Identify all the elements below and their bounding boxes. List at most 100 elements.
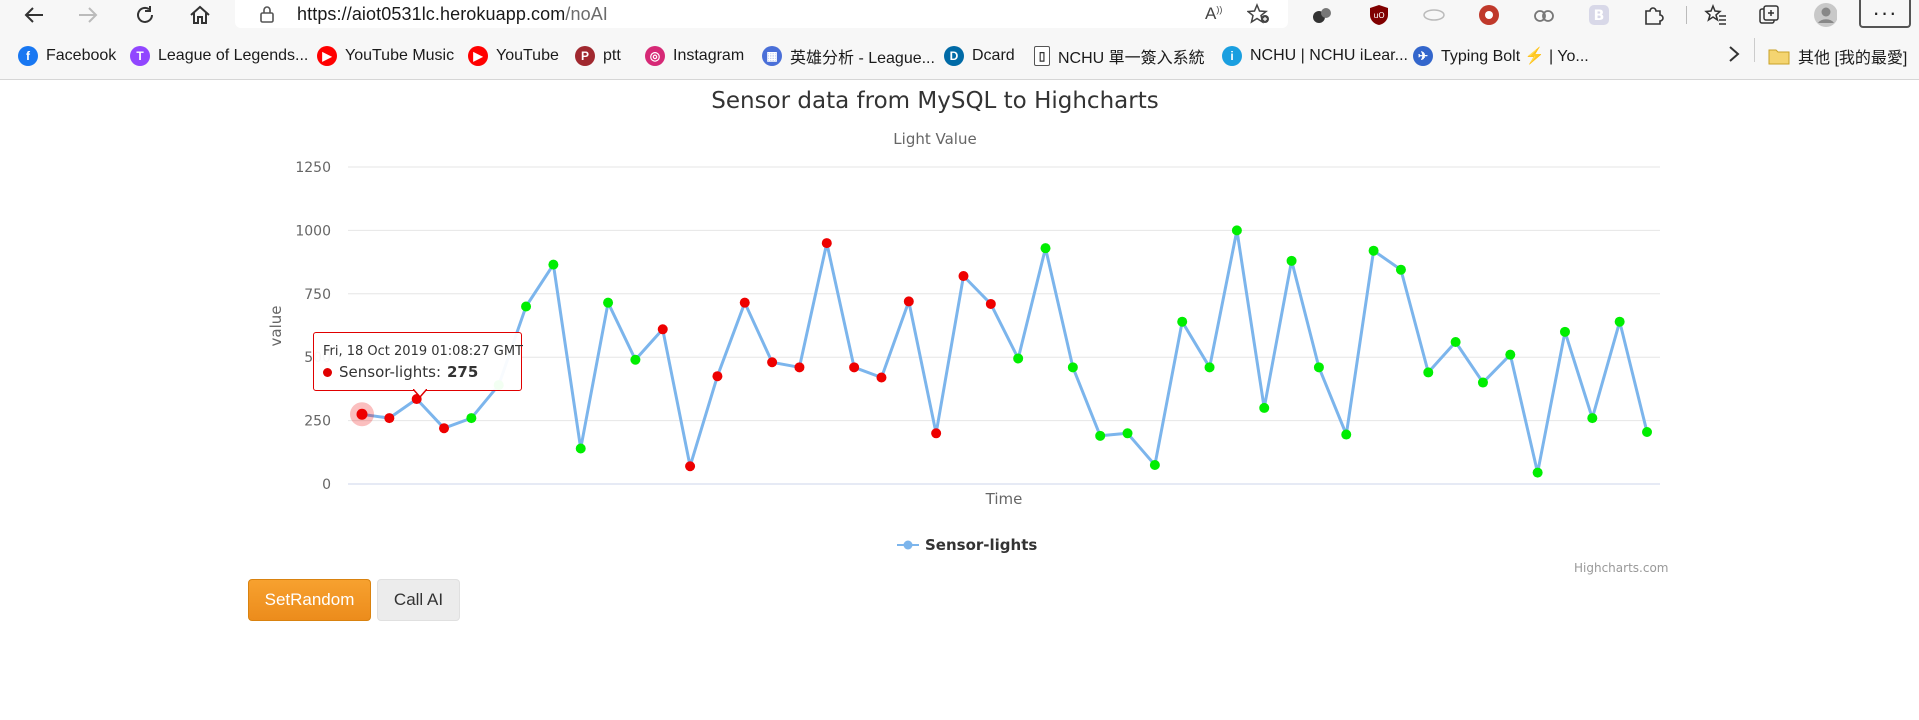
data-point[interactable] xyxy=(958,271,969,282)
data-point[interactable] xyxy=(903,296,914,307)
favorites-icon[interactable] xyxy=(1704,3,1728,27)
data-point[interactable] xyxy=(1642,427,1652,438)
data-point[interactable] xyxy=(1122,428,1133,439)
data-point[interactable] xyxy=(356,408,368,420)
bookmark-label: Facebook xyxy=(46,47,117,64)
tooltip-row: Sensor-lights: 275 xyxy=(323,363,478,381)
data-point[interactable] xyxy=(384,413,395,424)
set-random-button[interactable]: SetRandom xyxy=(248,579,371,621)
data-point[interactable] xyxy=(1532,467,1543,478)
extension-icon[interactable]: B xyxy=(1587,3,1611,27)
bookmark-item[interactable]: ▦ 英雄分析 - League... xyxy=(762,45,935,67)
url-text[interactable]: https://aiot0531lc.herokuapp.com/noAI xyxy=(297,4,608,25)
y-tick-label: 250 xyxy=(304,414,331,430)
data-point[interactable] xyxy=(767,357,778,368)
bookmark-item[interactable]: ◎ Instagram xyxy=(645,45,744,67)
data-point[interactable] xyxy=(985,298,996,309)
data-point[interactable] xyxy=(1614,316,1625,327)
bookmark-item[interactable]: f Facebook xyxy=(18,45,116,67)
data-point[interactable] xyxy=(1395,264,1406,275)
data-point[interactable] xyxy=(821,238,832,249)
bookmark-label: YouTube Music xyxy=(345,47,455,64)
bookmark-other-favorites[interactable]: 其他 [我的最愛] xyxy=(1768,45,1907,67)
chevron-right-icon[interactable] xyxy=(1727,44,1741,69)
data-point[interactable] xyxy=(466,413,477,424)
data-point[interactable] xyxy=(1341,429,1352,440)
svg-text:B: B xyxy=(1594,8,1605,24)
data-point[interactable] xyxy=(1040,243,1051,254)
data-point[interactable] xyxy=(1286,255,1297,266)
data-points xyxy=(350,225,1652,478)
series-line[interactable] xyxy=(361,228,1649,475)
ublock-icon[interactable]: uO xyxy=(1367,3,1391,27)
data-point[interactable] xyxy=(575,443,586,454)
call-ai-button[interactable]: Call AI xyxy=(377,579,460,621)
collections-icon[interactable] xyxy=(1758,3,1782,27)
bookmark-item[interactable]: ▶ YouTube xyxy=(468,45,559,67)
data-point[interactable] xyxy=(876,372,887,383)
extension-icon[interactable] xyxy=(1532,3,1556,27)
svg-text:uO: uO xyxy=(1373,11,1384,20)
bookmark-item[interactable]: ✈ Typing Bolt ⚡ | Yo... xyxy=(1413,45,1589,67)
data-point[interactable] xyxy=(931,428,942,439)
data-point[interactable] xyxy=(794,362,805,373)
data-point[interactable] xyxy=(1204,362,1215,373)
lock-icon[interactable] xyxy=(259,5,275,28)
data-point[interactable] xyxy=(1587,413,1598,424)
data-point[interactable] xyxy=(1477,377,1488,388)
bookmark-favicon-icon: f xyxy=(18,46,38,66)
data-point[interactable] xyxy=(1231,225,1242,236)
data-point[interactable] xyxy=(1559,326,1570,337)
read-aloud-icon[interactable]: A)) xyxy=(1205,4,1223,23)
tooltip-colon: : xyxy=(435,363,441,381)
extension-icon[interactable] xyxy=(1310,3,1334,27)
bookmark-item[interactable]: ▯ NCHU 單一簽入系統 xyxy=(1034,45,1205,67)
data-point[interactable] xyxy=(657,324,668,335)
profile-icon[interactable] xyxy=(1813,3,1837,27)
address-bar[interactable]: https://aiot0531lc.herokuapp.com/noAI A)… xyxy=(235,0,1288,28)
data-point[interactable] xyxy=(1013,353,1024,364)
data-point[interactable] xyxy=(1095,430,1106,441)
tooltip-series: Sensor-lights xyxy=(339,363,436,381)
browser-toolbar: https://aiot0531lc.herokuapp.com/noAI A)… xyxy=(0,0,1919,31)
data-point[interactable] xyxy=(849,362,860,373)
data-point[interactable] xyxy=(521,301,532,312)
data-point[interactable] xyxy=(548,259,559,270)
data-point[interactable] xyxy=(1259,402,1270,413)
favorite-add-icon[interactable] xyxy=(1246,3,1271,30)
home-icon[interactable] xyxy=(185,2,215,28)
more-menu-button[interactable]: ··· xyxy=(1859,0,1911,28)
data-point[interactable] xyxy=(739,297,750,308)
data-point[interactable] xyxy=(603,297,614,308)
grid-lines xyxy=(348,166,1660,485)
back-arrow-icon[interactable] xyxy=(19,2,49,28)
forward-arrow-icon[interactable] xyxy=(73,2,103,28)
chart-credits[interactable]: Highcharts.com xyxy=(1574,561,1669,575)
bookmarks-divider xyxy=(1754,38,1755,62)
bookmark-item[interactable]: D Dcard xyxy=(944,45,1015,67)
bookmark-item[interactable]: T League of Legends... xyxy=(130,45,308,67)
data-point[interactable] xyxy=(712,371,723,382)
series-sensor-lights xyxy=(361,228,1649,475)
extension-icon[interactable] xyxy=(1477,3,1501,27)
chart-legend-item[interactable]: Sensor-lights xyxy=(897,535,1037,555)
data-point[interactable] xyxy=(1067,362,1078,373)
folder-icon xyxy=(1768,47,1790,65)
bookmark-item[interactable]: ▶ YouTube Music xyxy=(317,45,454,67)
extension-icon[interactable] xyxy=(1422,3,1446,27)
data-point[interactable] xyxy=(1423,367,1434,378)
bookmark-favicon-icon: ▦ xyxy=(762,46,782,66)
reload-icon[interactable] xyxy=(130,2,160,28)
data-point[interactable] xyxy=(439,423,450,434)
data-point[interactable] xyxy=(630,354,641,365)
data-point[interactable] xyxy=(1149,459,1160,470)
data-point[interactable] xyxy=(685,461,696,472)
data-point[interactable] xyxy=(1313,362,1324,373)
data-point[interactable] xyxy=(1505,349,1516,360)
data-point[interactable] xyxy=(1368,245,1379,256)
data-point[interactable] xyxy=(1177,316,1188,327)
extensions-puzzle-icon[interactable] xyxy=(1641,3,1665,27)
data-point[interactable] xyxy=(1450,336,1461,347)
bookmark-item[interactable]: i NCHU | NCHU iLear... xyxy=(1222,45,1408,67)
